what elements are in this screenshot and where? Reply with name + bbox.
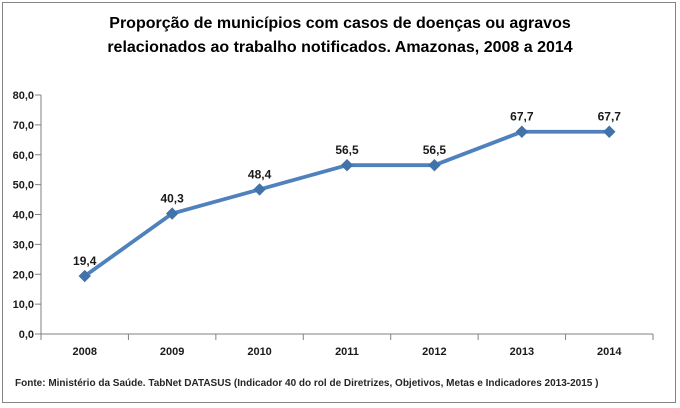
y-axis-tick-label: 50,0 [13,180,34,192]
data-point-marker [253,183,266,196]
data-point-marker [515,125,529,138]
y-axis-tick-label: 70,0 [13,120,34,132]
data-point-marker [340,158,354,172]
data-point-marker [603,125,616,138]
data-point-marker [428,158,441,172]
data-point-label: 67,7 [510,110,534,124]
y-axis-tick-label: 30,0 [13,239,34,251]
chart-title: Proporção de municípios com casos de doe… [107,15,573,56]
data-point-label: 40,3 [160,192,184,206]
source-note: Fonte: Ministério da Saúde. TabNet DATAS… [15,378,599,389]
data-point-marker [78,269,91,283]
x-axis-category-label: 2013 [510,346,534,358]
data-point-label: 19,4 [73,254,97,268]
y-axis-tick-label: 20,0 [13,269,34,281]
x-axis-category-label: 2010 [247,346,271,358]
y-axis-tick-label: 80,0 [13,90,34,102]
x-axis-category-label: 2009 [160,346,184,358]
y-axis-tick-label: 60,0 [13,150,34,162]
x-axis-category-label: 2014 [597,346,622,358]
data-point-label: 56,5 [423,143,447,157]
data-point-label: 48,4 [248,167,272,181]
y-axis-tick-label: 40,0 [13,210,34,222]
data-point-marker [165,207,179,220]
data-point-label: 67,7 [598,110,622,124]
x-axis-category-label: 2011 [335,346,359,358]
x-axis-category-label: 2012 [422,346,446,358]
data-point-label: 56,5 [335,143,359,157]
x-axis-category-label: 2008 [72,346,96,358]
y-axis-tick-label: 10,0 [13,299,34,311]
y-axis-tick-label: 0,0 [19,329,34,341]
